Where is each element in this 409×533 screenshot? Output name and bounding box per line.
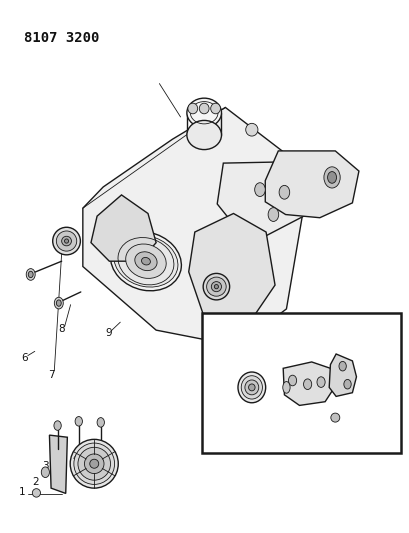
Circle shape (323, 167, 339, 188)
Ellipse shape (61, 236, 71, 246)
Ellipse shape (56, 231, 76, 251)
Text: 16: 16 (327, 434, 340, 444)
Ellipse shape (187, 120, 221, 150)
Ellipse shape (141, 257, 150, 265)
Text: 11: 11 (216, 397, 229, 407)
Ellipse shape (206, 277, 226, 296)
Polygon shape (49, 435, 67, 494)
Circle shape (338, 361, 346, 371)
Circle shape (26, 269, 35, 280)
Text: 8107 3200: 8107 3200 (24, 30, 99, 45)
Text: 15: 15 (311, 437, 324, 447)
Ellipse shape (237, 372, 265, 403)
Circle shape (254, 183, 265, 197)
Ellipse shape (203, 273, 229, 300)
Circle shape (97, 418, 104, 427)
Text: 12: 12 (230, 413, 244, 423)
Ellipse shape (114, 236, 178, 287)
Ellipse shape (74, 443, 115, 484)
Ellipse shape (187, 98, 221, 127)
Circle shape (54, 421, 61, 430)
Text: 11: 11 (268, 379, 281, 389)
Ellipse shape (248, 384, 254, 391)
Text: 3: 3 (42, 461, 49, 471)
Text: 6: 6 (22, 353, 28, 362)
Text: 7: 7 (48, 370, 55, 379)
Ellipse shape (282, 382, 290, 393)
Circle shape (56, 300, 61, 306)
Polygon shape (91, 195, 156, 261)
Ellipse shape (78, 447, 110, 480)
Circle shape (303, 379, 311, 390)
Text: 1: 1 (19, 487, 26, 497)
Text: 17: 17 (312, 399, 325, 409)
Text: 9: 9 (106, 328, 112, 338)
Circle shape (279, 185, 289, 199)
Ellipse shape (214, 285, 218, 289)
Ellipse shape (245, 123, 257, 136)
Ellipse shape (53, 227, 80, 255)
Polygon shape (83, 108, 302, 346)
Circle shape (343, 379, 351, 389)
Ellipse shape (110, 232, 181, 291)
Ellipse shape (70, 439, 118, 488)
Circle shape (28, 271, 33, 278)
Circle shape (316, 377, 324, 387)
Ellipse shape (199, 103, 209, 114)
Circle shape (288, 375, 296, 386)
Polygon shape (283, 362, 334, 406)
Circle shape (41, 467, 49, 478)
Text: 2: 2 (32, 477, 39, 487)
Ellipse shape (135, 252, 157, 271)
Ellipse shape (244, 380, 258, 395)
Bar (201, 313, 400, 453)
Circle shape (267, 208, 278, 221)
Circle shape (54, 297, 63, 309)
Ellipse shape (330, 413, 339, 422)
Polygon shape (188, 214, 274, 322)
Polygon shape (217, 161, 317, 236)
Text: 14: 14 (294, 434, 307, 444)
Ellipse shape (64, 239, 68, 243)
Ellipse shape (210, 103, 220, 114)
Ellipse shape (32, 489, 40, 497)
Text: 4: 4 (72, 454, 79, 463)
Ellipse shape (211, 281, 221, 292)
Polygon shape (328, 354, 355, 397)
Ellipse shape (240, 376, 262, 399)
Text: 5: 5 (99, 454, 106, 463)
Ellipse shape (84, 454, 104, 473)
Ellipse shape (126, 244, 166, 278)
Text: 8: 8 (58, 324, 65, 334)
Ellipse shape (187, 103, 197, 114)
Text: 10: 10 (201, 410, 214, 420)
Circle shape (327, 172, 336, 183)
Circle shape (75, 417, 82, 426)
Text: 13: 13 (262, 415, 275, 425)
Polygon shape (265, 151, 358, 217)
Ellipse shape (90, 459, 99, 469)
